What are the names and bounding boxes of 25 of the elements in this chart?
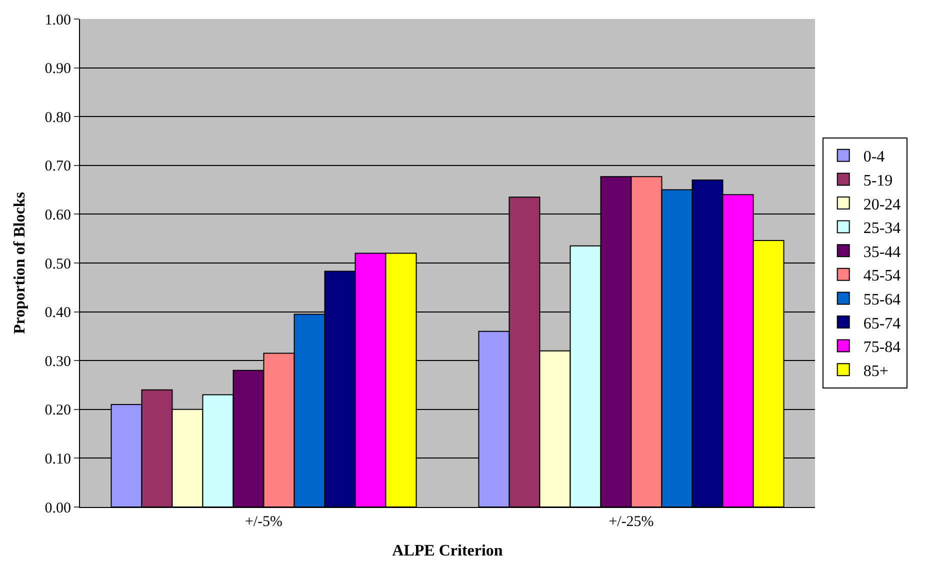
x-tick-label: +/-5% bbox=[244, 514, 283, 530]
legend-label: 75-84 bbox=[863, 339, 901, 356]
x-axis-title: ALPE Criterion bbox=[392, 542, 503, 560]
legend-label: 45-54 bbox=[863, 268, 901, 285]
y-tick-label: 0.60 bbox=[44, 207, 71, 224]
y-tick-label: 0.20 bbox=[44, 402, 71, 419]
y-tick-label: 0.50 bbox=[44, 256, 71, 272]
y-tick-label: 1.00 bbox=[44, 12, 71, 28]
y-tick-label: 0.40 bbox=[44, 305, 71, 322]
legend-label: 20-24 bbox=[863, 196, 901, 214]
legend-label: 5-19 bbox=[863, 172, 893, 190]
y-tick-label: 0.00 bbox=[44, 500, 71, 516]
y-tick-label: 0.80 bbox=[44, 110, 71, 126]
y-tick-label: 0.10 bbox=[44, 451, 71, 468]
legend-label: 35-44 bbox=[863, 244, 901, 261]
legend-label: 55-64 bbox=[863, 291, 901, 308]
y-tick-label: 0.30 bbox=[44, 354, 71, 370]
x-tick-label: +/-25% bbox=[608, 514, 654, 530]
legend-label: 0-4 bbox=[863, 148, 885, 166]
y-axis-title: Proportion of Blocks bbox=[12, 192, 29, 334]
y-tick-label: 0.90 bbox=[44, 61, 71, 78]
legend-label: 65-74 bbox=[863, 315, 901, 332]
legend-label: 85+ bbox=[863, 362, 888, 380]
legend-label: 25-34 bbox=[863, 220, 901, 238]
y-tick-label: 0.70 bbox=[44, 158, 71, 175]
